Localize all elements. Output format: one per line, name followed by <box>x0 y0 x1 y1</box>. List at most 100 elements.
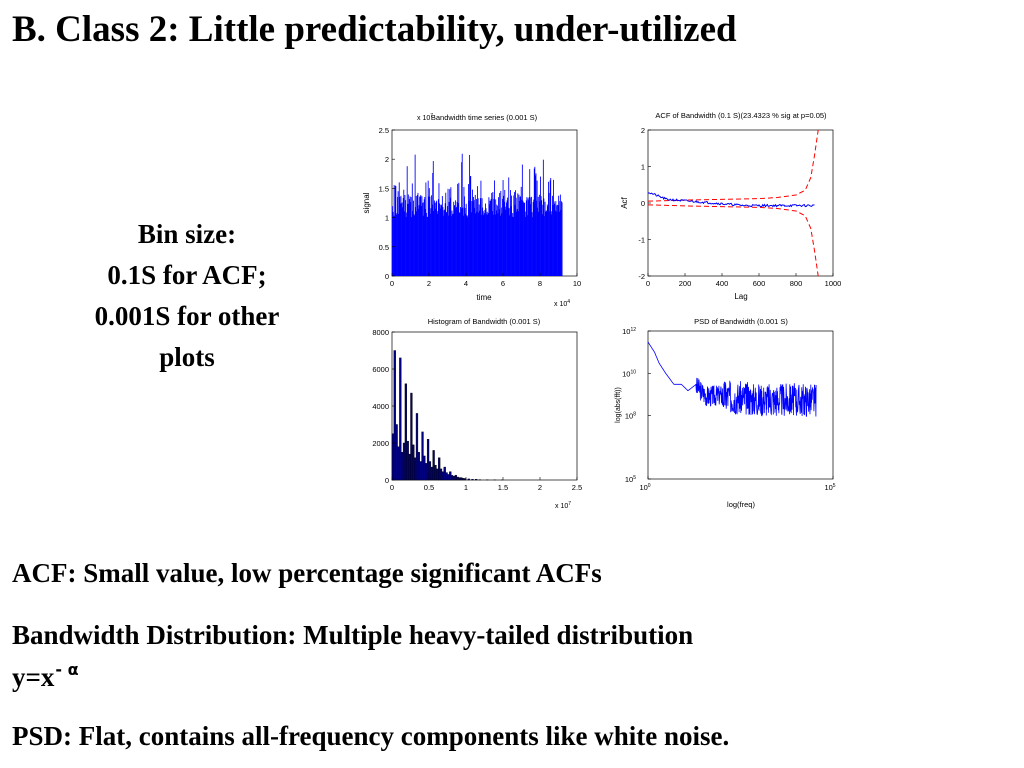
series-bar <box>538 211 540 276</box>
series-bar <box>432 173 434 276</box>
series-bar <box>542 159 544 276</box>
series-bar <box>464 196 465 276</box>
series-bar <box>516 209 518 276</box>
histogram-bar <box>412 444 415 481</box>
histogram-bar <box>406 440 409 481</box>
histogram-bar <box>445 472 448 481</box>
time-series-bars <box>392 153 563 276</box>
series-bar <box>517 193 519 276</box>
series-bar <box>538 194 540 276</box>
x-tick-label: 200 <box>679 279 692 288</box>
y-tick-label: 1 <box>385 214 389 223</box>
histogram-bar <box>395 424 398 481</box>
series-bar <box>505 206 507 276</box>
x-tick-label: 800 <box>790 279 803 288</box>
series-bar <box>514 204 516 276</box>
y-multiplier: x 107 <box>417 113 433 122</box>
series-bar <box>402 207 404 276</box>
histogram-bar <box>414 457 417 481</box>
histogram-bar <box>458 477 461 481</box>
bullet-psd: PSD: Flat, contains all-frequency compon… <box>12 721 730 751</box>
x-tick-label: 1000 <box>825 279 842 288</box>
x-tick-label: 2.5 <box>572 483 582 492</box>
series-bar <box>495 199 497 276</box>
series-bar <box>536 200 537 276</box>
series-bar <box>445 192 447 276</box>
series-bar <box>411 183 413 276</box>
y-tick-label: -2 <box>638 272 645 281</box>
series-bar <box>516 211 518 276</box>
histogram-bar <box>456 476 459 481</box>
series-bar <box>435 208 436 276</box>
series-bar <box>475 213 477 276</box>
series-bar <box>460 208 462 276</box>
histogram-bar <box>475 479 478 481</box>
series-bar <box>457 203 459 276</box>
series-bar <box>402 198 404 276</box>
series-bar <box>393 185 395 276</box>
series-bar <box>543 198 545 276</box>
series-bar <box>482 211 484 276</box>
series-bar <box>482 207 484 276</box>
bullet-acf: ACF: Small value, low percentage signifi… <box>12 558 602 588</box>
series-bar <box>495 210 497 276</box>
series-bar <box>540 176 541 276</box>
acf-panel: ACF of Bandwidth (0.1 S)(23.4323 % sig a… <box>620 111 841 301</box>
histogram-bar <box>423 455 426 481</box>
series-bar <box>453 205 455 276</box>
series-bar <box>511 216 513 276</box>
x-tick-label: 105 <box>824 483 835 492</box>
series-bar <box>465 203 467 276</box>
series-bar <box>422 215 424 276</box>
series-bar <box>441 204 443 276</box>
histogram-bar <box>417 452 420 481</box>
series-bar <box>519 201 520 276</box>
x-tick-label: 1.5 <box>498 483 508 492</box>
series-bar <box>560 209 562 276</box>
series-bar <box>444 203 446 276</box>
x-tick-label: 0 <box>390 279 394 288</box>
series-bar <box>561 201 562 276</box>
series-bar <box>545 211 547 276</box>
series-bar <box>510 206 512 276</box>
series-bar <box>502 180 504 276</box>
series-bar <box>532 202 534 276</box>
histogram-bar <box>462 478 465 481</box>
histogram-bar <box>454 474 457 481</box>
y-tick-label: 1.5 <box>379 184 389 193</box>
series-bar <box>542 204 544 276</box>
series-bar <box>406 166 408 276</box>
series-bar <box>440 205 442 276</box>
series-bar <box>403 189 405 276</box>
series-bar <box>422 202 423 276</box>
x-tick-label: 400 <box>716 279 729 288</box>
series-bar <box>448 201 450 276</box>
series-bar <box>492 191 494 276</box>
series-bar <box>424 196 426 276</box>
series-bar <box>487 213 489 276</box>
series-bar <box>458 182 460 276</box>
series-bar <box>414 215 415 276</box>
series-bar <box>520 186 522 276</box>
histogram-bar <box>408 453 411 481</box>
series-bar <box>421 196 423 276</box>
x-axis-label: Lag <box>734 292 747 301</box>
series-bar <box>395 186 397 276</box>
series-bar <box>456 201 458 276</box>
series-bar <box>426 212 427 276</box>
chart-title: Bandwidth time series (0.001 S) <box>431 113 538 122</box>
series-bar <box>457 183 459 276</box>
bin-note-line: 0.1S for ACF; <box>107 260 267 290</box>
series-bar <box>546 204 548 276</box>
histogram-bar <box>467 478 470 481</box>
series-bar <box>439 203 440 276</box>
series-bar <box>483 213 485 276</box>
series-bar <box>467 217 469 276</box>
bullet-distribution: Bandwidth Distribution: Multiple heavy-t… <box>12 620 694 650</box>
series-bar <box>518 194 520 276</box>
histogram-bar <box>401 452 404 481</box>
series-bar <box>394 215 396 276</box>
series-bar <box>399 203 401 276</box>
series-bar <box>494 214 496 276</box>
series-bar <box>441 196 443 276</box>
